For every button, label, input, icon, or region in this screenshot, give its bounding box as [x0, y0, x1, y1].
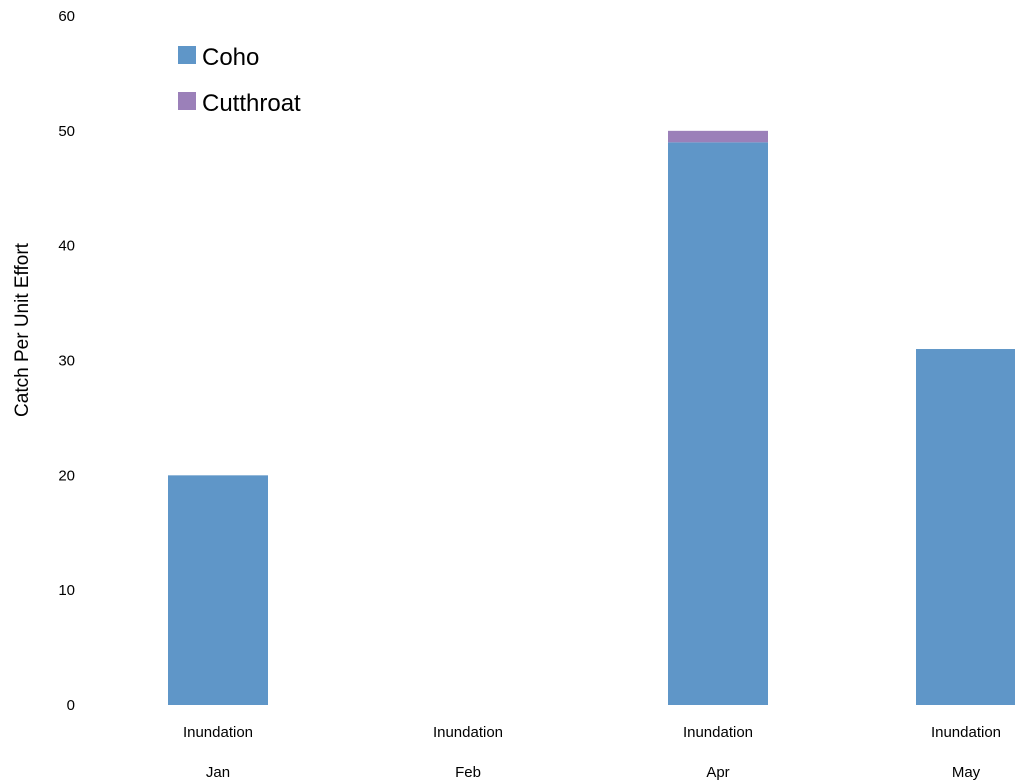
legend: Coho Cutthroat: [178, 44, 301, 117]
x-category-label: Jan: [206, 764, 230, 781]
x-sublabel: Inundation: [183, 724, 253, 741]
legend-swatch-cutthroat: [178, 92, 196, 110]
y-tick-label: 30: [58, 353, 75, 370]
x-category-label: Apr: [706, 764, 729, 781]
y-tick-label: 60: [58, 8, 75, 25]
bar-coho-may: [916, 349, 1015, 705]
x-sublabel: Inundation: [683, 724, 753, 741]
y-axis-ticks: 0 10 20 30 40 50 60: [58, 8, 75, 714]
legend-swatch-coho: [178, 46, 196, 64]
legend-label-cutthroat: Cutthroat: [202, 90, 301, 117]
bars-layer: [168, 130, 1015, 706]
bar-coho-apr: [668, 142, 768, 706]
bar-cutthroat-apr: [668, 130, 768, 143]
y-tick-label: 0: [67, 697, 75, 714]
x-axis-labels: Inundation Jan Inundation Feb Inundation Apr I…: [183, 724, 1001, 781]
x-sublabel: Inundation: [433, 724, 503, 741]
x-sublabel: Inundation: [931, 724, 1001, 741]
x-category-label: May: [952, 764, 981, 781]
bar-coho-jan: [168, 475, 268, 705]
y-tick-label: 10: [58, 582, 75, 599]
y-axis-label: Catch Per Unit Effort: [12, 242, 33, 417]
y-tick-label: 50: [58, 123, 75, 140]
y-tick-label: 40: [58, 238, 75, 255]
y-tick-label: 20: [58, 467, 75, 484]
legend-label-coho: Coho: [202, 44, 259, 71]
x-category-label: Feb: [455, 764, 481, 781]
